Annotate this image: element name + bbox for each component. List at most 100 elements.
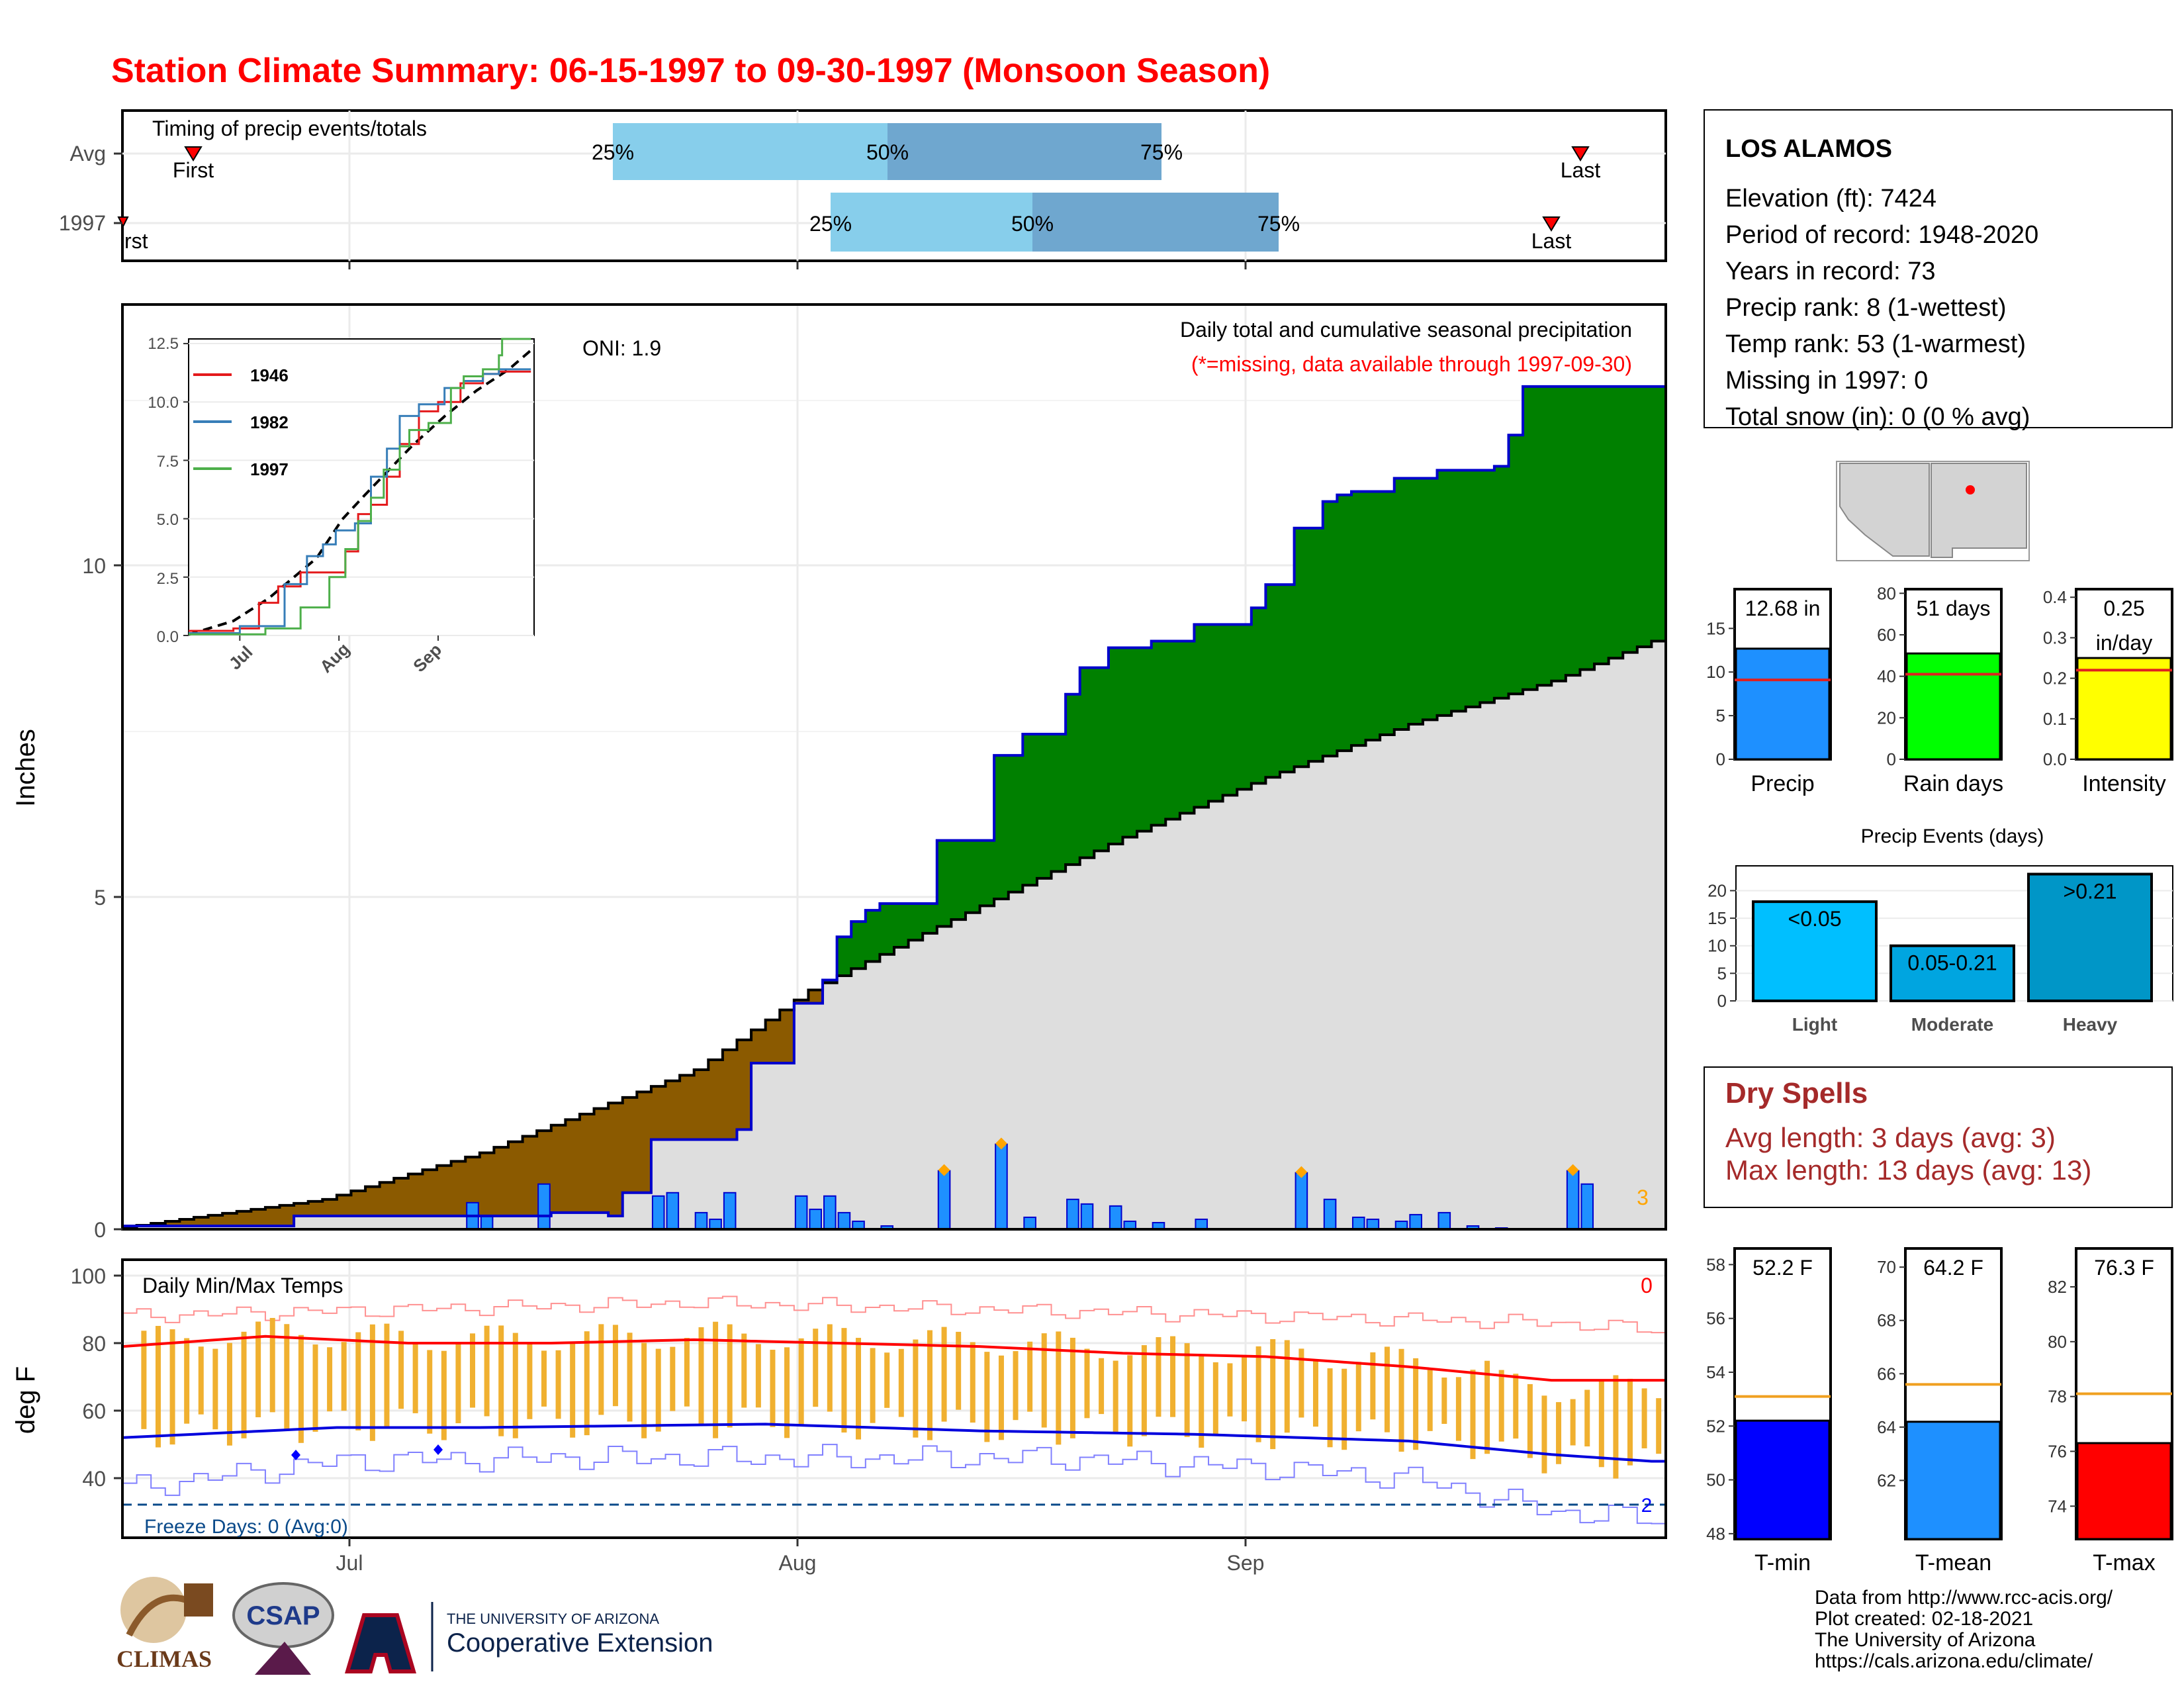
- inset-ytick: 2.5: [157, 570, 179, 588]
- csap-logo-text: CSAP: [246, 1601, 320, 1630]
- inset-1982-line: [189, 368, 531, 634]
- station-line: Total snow (in): 0 (0 % avg): [1725, 403, 2030, 431]
- mini-tick-label: 0: [1887, 749, 1896, 769]
- station-line: Years in record: 73: [1725, 258, 1936, 285]
- precip-bar: [1437, 1211, 1451, 1231]
- temp-bar: [598, 1324, 604, 1415]
- temp-bar: [1255, 1346, 1261, 1442]
- event-bar: [1752, 900, 1878, 1002]
- temp-summary-tick-label: 56: [1706, 1309, 1725, 1329]
- temp-bar: [226, 1342, 232, 1446]
- xtick-aug: Aug: [779, 1551, 817, 1575]
- event-bar-label: <0.05: [1788, 907, 1842, 931]
- avg-pct-25: 25%: [592, 140, 634, 164]
- y1997-50-75-bar: [1032, 193, 1279, 252]
- precip-bar: [723, 1192, 737, 1231]
- inset-1997-line: [189, 338, 531, 635]
- temp-bar: [1441, 1378, 1447, 1424]
- temp-bar: [1413, 1358, 1419, 1450]
- temp-bar: [684, 1338, 690, 1407]
- precip-bar: [1295, 1172, 1308, 1231]
- y1997-first-label: rst: [124, 229, 148, 253]
- temp-bar: [184, 1338, 190, 1424]
- temp-bar: [1270, 1338, 1276, 1450]
- events-tick-label: 15: [1707, 908, 1727, 928]
- mini-bar-label: Rain days: [1903, 771, 2003, 796]
- temp-summary-tick-label: 74: [2048, 1496, 2067, 1516]
- precip-bar: [1409, 1213, 1422, 1230]
- temp-summary-tick-label: 80: [2048, 1332, 2067, 1352]
- y1997-pct-25: 25%: [809, 212, 852, 236]
- inset-ytick: 7.5: [157, 453, 179, 471]
- temp-bar: [1498, 1370, 1504, 1442]
- temp-bar: [627, 1333, 633, 1422]
- temp-bar: [1099, 1358, 1105, 1415]
- timing-row-1997: 1997: [59, 211, 106, 235]
- mini-tick-label: 0.0: [2043, 749, 2067, 769]
- temp-summary-value: 76.3 F: [2094, 1256, 2154, 1280]
- temp-bar: [355, 1332, 361, 1430]
- temp-bar: [584, 1331, 590, 1436]
- temp-bar: [741, 1333, 747, 1408]
- temp-summary-tick-label: 52: [1706, 1416, 1725, 1436]
- avg-max-line: [122, 1335, 1666, 1382]
- temperature-plot: Daily Min/Max Temps 0 Freeze Days: 0 (Av…: [11, 1258, 1667, 1575]
- y1997-last-marker: [1542, 216, 1561, 232]
- temp-bar: [384, 1323, 390, 1427]
- temp-bar: [713, 1321, 719, 1438]
- temp-bar: [1370, 1352, 1376, 1420]
- temp-bar: [1627, 1378, 1633, 1466]
- temp-bar: [341, 1342, 347, 1411]
- temp-bar: [1484, 1360, 1490, 1454]
- event-category-label: Moderate: [1911, 1014, 1993, 1035]
- temp-bar: [1041, 1333, 1047, 1428]
- chart-title: Station Climate Summary: 06-15-1997 to 0…: [111, 52, 1270, 90]
- temp-summary-bar: [2076, 1442, 2172, 1540]
- temp-bar: [1656, 1398, 1662, 1454]
- temp-bar: [1056, 1331, 1062, 1445]
- events-tick-label: 5: [1717, 963, 1727, 983]
- climas-logo: CLIMAS: [116, 1577, 213, 1672]
- surplus-fill: [122, 386, 1666, 1227]
- mini-tick-label: 0.3: [2043, 628, 2067, 647]
- dry-spells-title: Dry Spells: [1725, 1077, 1868, 1109]
- temp-bar: [1084, 1348, 1090, 1419]
- inset-legend-1997: 1997: [250, 459, 289, 479]
- precip-bar: [1566, 1170, 1580, 1230]
- footer-line: Data from http://www.rcc-acis.org/: [1815, 1587, 2113, 1609]
- temp-bar: [1156, 1336, 1161, 1417]
- precip-header: Daily total and cumulative seasonal prec…: [1180, 318, 1632, 342]
- temp-plot-label: Daily Min/Max Temps: [142, 1274, 343, 1297]
- temp-bar: [984, 1352, 990, 1442]
- temp-bar: [1227, 1363, 1233, 1417]
- mini-tick-label: 60: [1877, 625, 1896, 645]
- precip-bar: [995, 1143, 1008, 1231]
- temp-bar: [312, 1344, 318, 1432]
- precip-bar: [937, 1170, 951, 1230]
- deficit-fill: [136, 990, 823, 1226]
- temp-bar: [1170, 1336, 1176, 1417]
- avg-25-50-bar: [613, 123, 887, 180]
- temp-bar: [1398, 1348, 1404, 1452]
- temp-summary-bar: [1735, 1419, 1831, 1540]
- footer-line: https://cals.arizona.edu/climate/: [1815, 1650, 2093, 1672]
- avg-pct-75: 75%: [1140, 140, 1183, 164]
- mini-tick-label: 20: [1877, 708, 1896, 727]
- timing-row-avg: Avg: [69, 142, 106, 165]
- temp-bar: [1384, 1346, 1390, 1432]
- temp-ytick: 60: [82, 1399, 106, 1423]
- temp-bar: [255, 1321, 261, 1418]
- temp-bar: [441, 1350, 447, 1440]
- temp-summary-value: 64.2 F: [1923, 1256, 1983, 1280]
- temp-bar: [1284, 1340, 1290, 1433]
- precip-bar: [1066, 1198, 1079, 1230]
- freeze-days-label: Freeze Days: 0 (Avg:0): [144, 1516, 348, 1538]
- temp-bar: [455, 1344, 461, 1424]
- temp-bar: [498, 1325, 504, 1436]
- temp-bar: [827, 1324, 833, 1412]
- temp-bar: [1541, 1395, 1547, 1474]
- temp-bar: [212, 1348, 218, 1430]
- temp-summary-tick-label: 50: [1706, 1470, 1725, 1490]
- mini-value-bar: [1735, 647, 1831, 761]
